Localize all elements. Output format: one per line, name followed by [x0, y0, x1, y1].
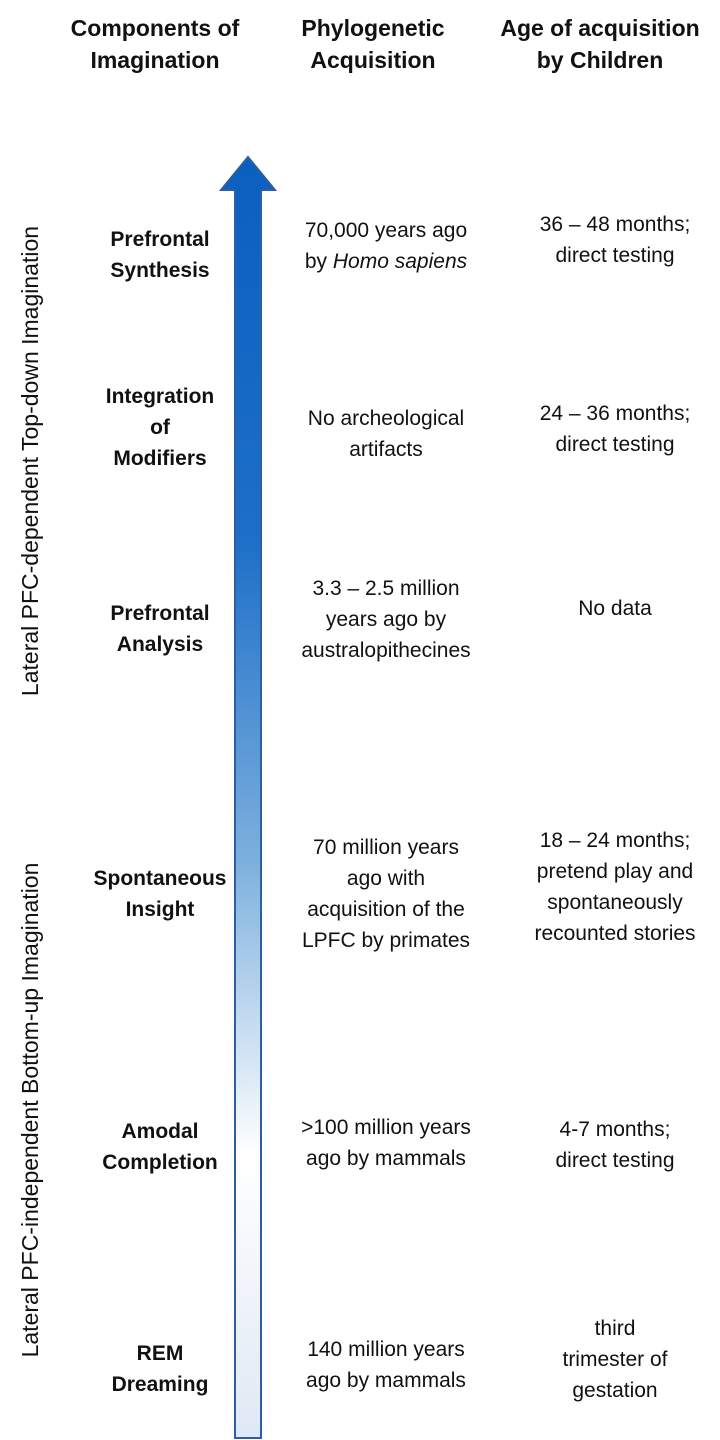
phylogenetic-prefrontal-synthesis: 70,000 years ago by Homo sapiens — [276, 215, 496, 277]
component-line: of — [150, 416, 170, 439]
age-spontaneous-insight: 18 – 24 months; pretend play and spontan… — [510, 825, 720, 949]
age-line: direct testing — [555, 244, 675, 267]
phylogenetic-line: 140 million years — [307, 1338, 465, 1361]
component-line: Integration — [105, 385, 215, 408]
header-phylogenetic-line1: Phylogenetic — [301, 15, 445, 41]
component-line: Modifiers — [113, 447, 207, 470]
phylogenetic-prefrontal-analysis: 3.3 – 2.5 million years ago by australop… — [276, 573, 496, 666]
phylogenetic-line: >100 million years — [301, 1116, 471, 1139]
age-line: pretend play and — [536, 860, 694, 883]
component-prefrontal-synthesis: Prefrontal Synthesis — [70, 224, 250, 286]
age-prefrontal-analysis: No data — [510, 593, 720, 624]
age-line: No data — [578, 597, 652, 620]
age-prefrontal-synthesis: 36 – 48 months; direct testing — [510, 209, 720, 271]
component-line: Analysis — [116, 633, 204, 656]
component-line: Synthesis — [110, 259, 210, 282]
component-line: Completion — [102, 1151, 218, 1174]
header-components-line2: Imagination — [90, 47, 220, 73]
phylogenetic-line: australopithecines — [301, 639, 471, 662]
phylogenetic-line: LPFC by primates — [301, 929, 471, 952]
phylogenetic-line: ago by mammals — [306, 1147, 466, 1170]
phylogenetic-amodal-completion: >100 million years ago by mammals — [276, 1112, 496, 1174]
header-age-line2: by Children — [536, 47, 664, 73]
phylogenetic-line: 3.3 – 2.5 million — [312, 577, 460, 600]
phylogenetic-line: No archeological — [307, 407, 465, 430]
component-integration-of-modifiers: Integration of Modifiers — [70, 381, 250, 474]
age-line: direct testing — [555, 1149, 675, 1172]
species-name: Homo sapiens — [332, 250, 468, 273]
component-spontaneous-insight: Spontaneous Insight — [70, 863, 250, 925]
phylogenetic-integration-of-modifiers: No archeological artifacts — [276, 403, 496, 465]
age-line: recounted stories — [534, 922, 696, 945]
component-line: Insight — [125, 898, 195, 921]
component-line: REM — [136, 1342, 184, 1365]
phylogenetic-line: by Homo sapiens — [304, 250, 468, 273]
age-integration-of-modifiers: 24 – 36 months; direct testing — [510, 398, 720, 460]
component-line: Amodal — [121, 1120, 199, 1143]
phylogenetic-line: acquisition of the — [307, 898, 465, 921]
phylogenetic-line: artifacts — [349, 438, 423, 461]
phylogenetic-rem-dreaming: 140 million years ago by mammals — [276, 1334, 496, 1396]
component-amodal-completion: Amodal Completion — [70, 1116, 250, 1178]
age-line: 36 – 48 months; — [539, 213, 691, 236]
phylogenetic-line: 70 million years — [313, 836, 459, 859]
age-line: 4-7 months; — [559, 1118, 671, 1141]
component-line: Dreaming — [111, 1373, 209, 1396]
age-rem-dreaming: third trimester of gestation — [510, 1313, 720, 1406]
header-age-line1: Age of acquisition — [500, 15, 700, 41]
component-line: Spontaneous — [93, 867, 227, 890]
age-line: trimester of — [562, 1348, 668, 1371]
component-line: Prefrontal — [110, 228, 210, 251]
age-line: gestation — [572, 1379, 658, 1402]
phylogenetic-line: 70,000 years ago — [304, 219, 468, 242]
component-line: Prefrontal — [110, 602, 210, 625]
header-components-line1: Components of — [70, 15, 240, 41]
header-age: Age of acquisition by Children — [480, 12, 720, 76]
side-label-top-down: Lateral PFC-dependent Top-down Imaginati… — [17, 225, 43, 697]
component-rem-dreaming: REM Dreaming — [70, 1338, 250, 1400]
header-phylogenetic: Phylogenetic Acquisition — [268, 12, 478, 76]
phylogenetic-line: ago with — [346, 867, 426, 890]
age-line: 18 – 24 months; — [539, 829, 691, 852]
side-label-bottom-up: Lateral PFC-independent Bottom-up Imagin… — [17, 862, 43, 1358]
header-components: Components of Imagination — [40, 12, 270, 76]
phylogenetic-line: years ago by — [325, 608, 447, 631]
component-prefrontal-analysis: Prefrontal Analysis — [70, 598, 250, 660]
age-line: third — [594, 1317, 636, 1340]
age-line: 24 – 36 months; — [539, 402, 691, 425]
up-arrow-icon — [218, 155, 278, 1439]
age-line: spontaneously — [547, 891, 683, 914]
age-amodal-completion: 4-7 months; direct testing — [510, 1114, 720, 1176]
phylogenetic-line: ago by mammals — [306, 1369, 466, 1392]
age-line: direct testing — [555, 433, 675, 456]
phylogenetic-spontaneous-insight: 70 million years ago with acquisition of… — [276, 832, 496, 956]
header-phylogenetic-line2: Acquisition — [310, 47, 436, 73]
